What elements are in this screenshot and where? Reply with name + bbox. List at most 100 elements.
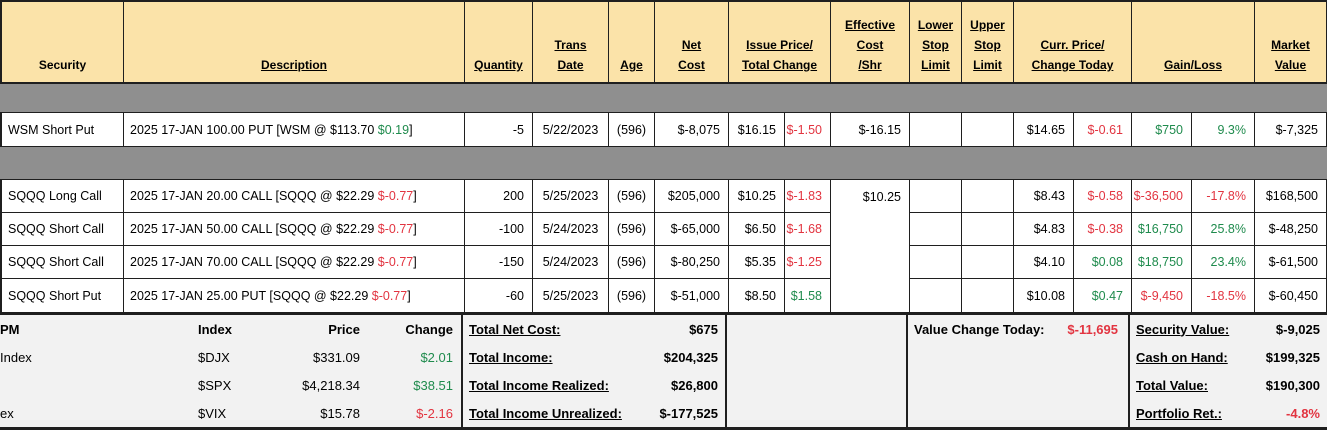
total-income-realized-row: Total Income Realized: $26,800 — [463, 371, 725, 399]
cell-total-change: $-1.68 — [785, 213, 831, 246]
cell-curr-price: $4.10 — [1014, 246, 1074, 279]
portfolio-return-value: -4.8% — [1286, 405, 1320, 421]
index-row-name: Index — [0, 349, 32, 365]
value-change-today-label: Value Change Today: — [914, 321, 1045, 337]
cell-trans-date: 5/24/2023 — [533, 213, 609, 246]
table-group-sqqq: SQQQ Long Call 2025 17-JAN 20.00 CALL [S… — [0, 179, 1327, 312]
value-change-today-value: $-11,695 — [1067, 321, 1118, 337]
group-separator-band — [0, 84, 1327, 112]
cell-change-today: $0.08 — [1074, 246, 1132, 279]
cell-gain-loss: $18,750 — [1132, 246, 1192, 279]
cell-description: 2025 17-JAN 25.00 PUT [SQQQ @ $22.29 $-0… — [124, 279, 465, 312]
index-row-symbol: $SPX — [198, 377, 232, 393]
column-header-market-value[interactable]: Market Value — [1255, 2, 1327, 82]
column-header-curr-price-change-today[interactable]: Curr. Price/ Change Today — [1014, 2, 1132, 82]
cell-net-cost: $-8,075 — [655, 113, 729, 146]
totals-panel: Total Net Cost: $675 Total Income: $204,… — [463, 315, 727, 427]
cell-curr-price: $4.83 — [1014, 213, 1074, 246]
cell-age: (596) — [609, 180, 655, 213]
cell-effective-cost-merged — [831, 213, 910, 246]
cell-effective-cost-merged — [831, 279, 910, 312]
table-row-wsm-short-put: WSM Short Put 2025 17-JAN 100.00 PUT [WS… — [0, 112, 1327, 147]
table-row-sqqq-short-call-70: SQQQ Short Call 2025 17-JAN 70.00 CALL [… — [0, 246, 1327, 279]
cell-quantity: -60 — [465, 279, 533, 312]
cell-description: 2025 17-JAN 20.00 CALL [SQQQ @ $22.29 $-… — [124, 180, 465, 213]
cell-description: 2025 17-JAN 50.00 CALL [SQQQ @ $22.29 $-… — [124, 213, 465, 246]
market-indexes-panel: PM Index Price Change Index $DJX $331.09… — [0, 315, 463, 427]
cell-quantity: -150 — [465, 246, 533, 279]
cell-gain-loss: $16,750 — [1132, 213, 1192, 246]
cell-net-cost: $-80,250 — [655, 246, 729, 279]
table-row-sqqq-long-call: SQQQ Long Call 2025 17-JAN 20.00 CALL [S… — [0, 180, 1327, 213]
security-value-row: Security Value: $-9,025 — [1130, 315, 1327, 343]
total-income-realized-label: Total Income Realized: — [469, 377, 609, 393]
cell-market-value: $168,500 — [1255, 180, 1327, 213]
cell-gain-loss-pct: 25.8% — [1192, 213, 1255, 246]
index-row-symbol: $DJX — [198, 349, 230, 365]
cell-security: SQQQ Long Call — [2, 180, 124, 213]
total-value-row: Total Value: $190,300 — [1130, 371, 1327, 399]
cell-gain-loss-pct: -18.5% — [1192, 279, 1255, 312]
cell-age: (596) — [609, 113, 655, 146]
index-panel-header-time: PM — [0, 321, 20, 337]
cell-total-change: $1.58 — [785, 279, 831, 312]
cell-effective-cost-merged: $10.25 — [831, 180, 910, 213]
description-bracket: ] — [409, 122, 413, 137]
description-bracket: ] — [413, 189, 417, 203]
cell-market-value: $-48,250 — [1255, 213, 1327, 246]
column-header-issue-price-total-change[interactable]: Issue Price/ Total Change — [729, 2, 831, 82]
column-header-quantity[interactable]: Quantity — [465, 2, 533, 82]
cell-issue-price: $16.15 — [729, 113, 785, 146]
cell-age: (596) — [609, 279, 655, 312]
cell-total-change: $-1.25 — [785, 246, 831, 279]
cell-lower-stop-limit — [910, 213, 962, 246]
cell-market-value: $-61,500 — [1255, 246, 1327, 279]
total-value-value: $190,300 — [1265, 377, 1320, 393]
cell-description: 2025 17-JAN 70.00 CALL [SQQQ @ $22.29 $-… — [124, 246, 465, 279]
cell-trans-date: 5/25/2023 — [533, 279, 609, 312]
cell-trans-date: 5/25/2023 — [533, 180, 609, 213]
cell-net-cost: $-51,000 — [655, 279, 729, 312]
column-header-lower-stop-limit[interactable]: Lower Stop Limit — [910, 2, 962, 82]
total-income-unrealized-label: Total Income Unrealized: — [469, 405, 622, 421]
column-header-effective-cost-shr[interactable]: Effective Cost /Shr — [831, 2, 910, 82]
cell-lower-stop-limit — [910, 113, 962, 146]
description-underlying-change: $-0.77 — [377, 189, 414, 203]
column-header-gain-loss[interactable]: Gain/Loss — [1132, 2, 1255, 82]
index-panel-header-change: Change — [405, 321, 453, 337]
column-header-upper-stop-limit[interactable]: Upper Stop Limit — [962, 2, 1014, 82]
description-bracket: ] — [413, 255, 417, 269]
cell-trans-date: 5/24/2023 — [533, 246, 609, 279]
cell-upper-stop-limit — [962, 246, 1014, 279]
cash-on-hand-label: Cash on Hand: — [1136, 349, 1228, 365]
column-header-age[interactable]: Age — [609, 2, 655, 82]
cell-issue-price: $8.50 — [729, 279, 785, 312]
cell-curr-price: $14.65 — [1014, 113, 1074, 146]
total-income-realized-value: $26,800 — [671, 377, 718, 393]
total-value-label: Total Value: — [1136, 377, 1208, 393]
table-row-sqqq-short-call-50: SQQQ Short Call 2025 17-JAN 50.00 CALL [… — [0, 213, 1327, 246]
cell-issue-price: $10.25 — [729, 180, 785, 213]
total-income-row: Total Income: $204,325 — [463, 343, 725, 371]
description-underlying-change: $-0.77 — [377, 222, 414, 236]
table-header-row: Security Description Quantity Trans Date… — [0, 2, 1327, 84]
cell-market-value: $-60,450 — [1255, 279, 1327, 312]
cell-upper-stop-limit — [962, 279, 1014, 312]
value-change-panel: Value Change Today: $-11,695 — [908, 315, 1130, 427]
index-row-symbol: $VIX — [198, 405, 227, 421]
column-header-description[interactable]: Description — [124, 2, 465, 82]
cell-gain-loss-pct: 23.4% — [1192, 246, 1255, 279]
column-header-security[interactable]: Security — [2, 2, 124, 82]
column-header-net-cost[interactable]: Net Cost — [655, 2, 729, 82]
cell-gain-loss-pct: -17.8% — [1192, 180, 1255, 213]
description-underlying-change: $-0.77 — [377, 255, 414, 269]
cell-effective-cost-merged — [831, 246, 910, 279]
cell-gain-loss-pct: 9.3% — [1192, 113, 1255, 146]
portfolio-return-label: Portfolio Ret.: — [1136, 405, 1222, 421]
value-change-today-row: Value Change Today: $-11,695 — [908, 315, 1128, 343]
description-text: 2025 17-JAN 100.00 PUT [WSM @ $113.70 — [130, 122, 378, 137]
column-header-trans-date[interactable]: Trans Date — [533, 2, 609, 82]
cell-age: (596) — [609, 213, 655, 246]
description-text: 2025 17-JAN 25.00 PUT [SQQQ @ $22.29 — [130, 288, 372, 303]
